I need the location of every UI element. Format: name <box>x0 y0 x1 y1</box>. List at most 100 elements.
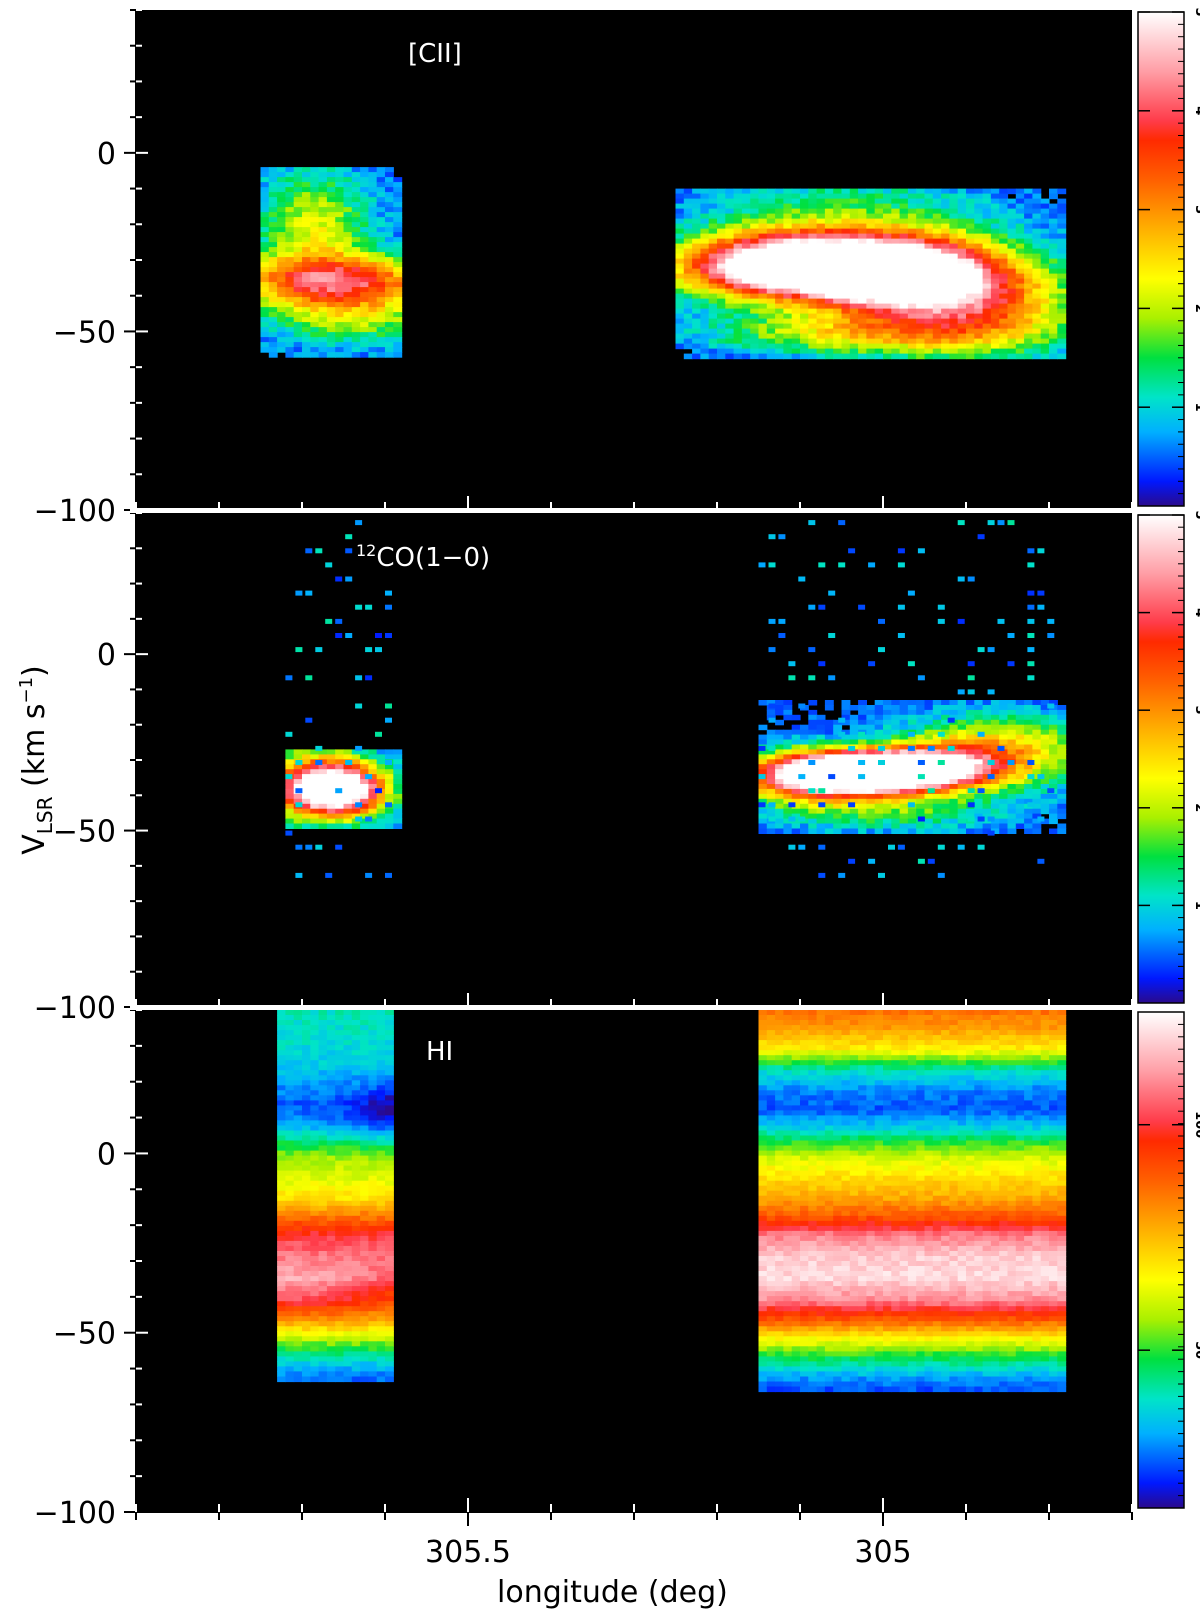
panel-cii-cell <box>717 298 726 305</box>
panel-hi-cell <box>326 1316 336 1322</box>
panel-co-noise-cell <box>1027 661 1035 667</box>
panel-cii-cell <box>260 337 270 343</box>
panel-cii-ytick-label: 0 <box>97 137 116 172</box>
panel-cii-cell <box>858 228 867 235</box>
panel-co-cell <box>393 823 403 829</box>
panel-co-cell <box>924 823 934 829</box>
panel-co-cell <box>318 803 328 810</box>
panel-cii-cell <box>907 288 917 295</box>
panel-co-cell <box>907 823 917 829</box>
panel-co-cell <box>883 724 892 731</box>
panel-cii-cell <box>277 222 286 228</box>
panel-cii-cell <box>302 242 311 248</box>
panel-hi-cell <box>385 1110 394 1116</box>
panel-hi-cell <box>302 1080 311 1086</box>
panel-co-cell <box>966 719 975 726</box>
panel-cii-cell <box>700 223 710 230</box>
panel-hi-cell <box>293 1361 303 1367</box>
panel-cii-cell <box>692 308 701 315</box>
panel-co-cell <box>816 714 826 721</box>
panel-co-cell <box>293 764 303 770</box>
panel-cii-cell <box>318 177 328 183</box>
panel-hi-cell <box>343 1060 353 1066</box>
panel-cii-cell <box>683 318 693 325</box>
panel-co-cell <box>1049 813 1058 820</box>
panel-cii-cell <box>1024 253 1033 260</box>
panel-co-cell <box>816 754 826 760</box>
panel-hi-cell <box>310 1316 320 1322</box>
panel-cii-cell <box>343 287 353 293</box>
panel-cii-cell <box>1032 193 1042 200</box>
panel-cii-cell <box>941 288 950 295</box>
panel-co-cell <box>833 724 843 731</box>
panel-hi-cell <box>376 1050 386 1056</box>
panel-co-cell <box>990 744 1000 750</box>
panel-co-cell <box>1024 813 1033 820</box>
panel-cii-cell <box>800 298 809 305</box>
panel-hi-cell <box>310 1185 320 1192</box>
panel-hi-cell <box>277 1321 286 1327</box>
panel-cii-cell <box>1040 323 1050 330</box>
panel-cii-cell <box>941 338 950 345</box>
panel-co-cell <box>916 734 926 741</box>
panel-cii-cell <box>368 252 378 258</box>
panel-hi-cell <box>335 1125 345 1132</box>
panel-cii-cell <box>277 347 286 353</box>
panel-cii-cell <box>758 253 768 260</box>
panel-cii-cell <box>393 267 403 273</box>
panel-co-cell <box>1049 808 1058 815</box>
panel-co-cell <box>1049 754 1058 760</box>
panel-cii-cell <box>824 353 834 360</box>
panel-hi-cell <box>758 1065 768 1071</box>
panel-cii-cell <box>824 208 834 215</box>
panel-cii-cell <box>824 348 834 355</box>
panel-co-noise-cell <box>295 647 303 653</box>
panel-cii-cell <box>824 203 834 210</box>
panel-cii-cell <box>335 172 345 178</box>
panel-cii-cell <box>1015 298 1025 305</box>
panel-cii-cell <box>675 253 685 260</box>
panel-cii-cell <box>974 228 984 235</box>
panel-co-cell <box>758 823 768 829</box>
panel-hi-cell <box>758 1311 768 1317</box>
panel-cii-cell <box>758 288 768 295</box>
panel-hi-cell <box>318 1110 328 1116</box>
panel-hi-cell <box>368 1341 378 1347</box>
panel-hi-cell <box>775 1336 784 1342</box>
panel-cii-cell <box>717 293 726 300</box>
panel-cii-cell <box>351 227 361 233</box>
panel-cii-cell <box>1057 263 1067 270</box>
panel-cii-cell <box>1049 353 1058 360</box>
panel-hi-cell <box>766 1276 776 1282</box>
panel-cii-cell <box>360 342 369 348</box>
panel-cii-cell <box>343 327 353 333</box>
panel-co-cell <box>949 724 959 731</box>
panel-hi-cell <box>326 1145 336 1152</box>
panel-cii-cell <box>841 323 851 330</box>
panel-cii-cell <box>941 248 950 255</box>
panel-co-cell <box>841 714 851 721</box>
panel-hi-cell <box>376 1361 386 1367</box>
panel-co-cell <box>360 759 369 765</box>
panel-cii-cell <box>385 347 394 353</box>
panel-cii-cell <box>949 298 959 305</box>
panel-hi-cell <box>318 1140 328 1147</box>
panel-co-cell <box>866 719 876 726</box>
panel-cii-cell <box>775 323 784 330</box>
panel-cii-cell <box>260 302 270 308</box>
panel-hi-cell <box>351 1195 361 1202</box>
panel-hi-cell <box>277 1180 286 1187</box>
panel-co-cell <box>990 788 1000 795</box>
panel-co-noise-cell <box>365 774 373 780</box>
panel-cii-cell <box>717 318 726 325</box>
panel-cii-cell <box>326 347 336 353</box>
panel-cii-cell <box>285 302 295 308</box>
panel-cii-cell <box>733 288 743 295</box>
panel-cii-cell <box>326 257 336 263</box>
panel-co-cell <box>899 808 909 815</box>
panel-cii-cell <box>1032 303 1042 310</box>
panel-cii-cell <box>335 232 345 238</box>
panel-cii-cell <box>833 253 843 260</box>
panel-cii-cell <box>293 177 303 183</box>
panel-cii-cell <box>385 332 394 338</box>
